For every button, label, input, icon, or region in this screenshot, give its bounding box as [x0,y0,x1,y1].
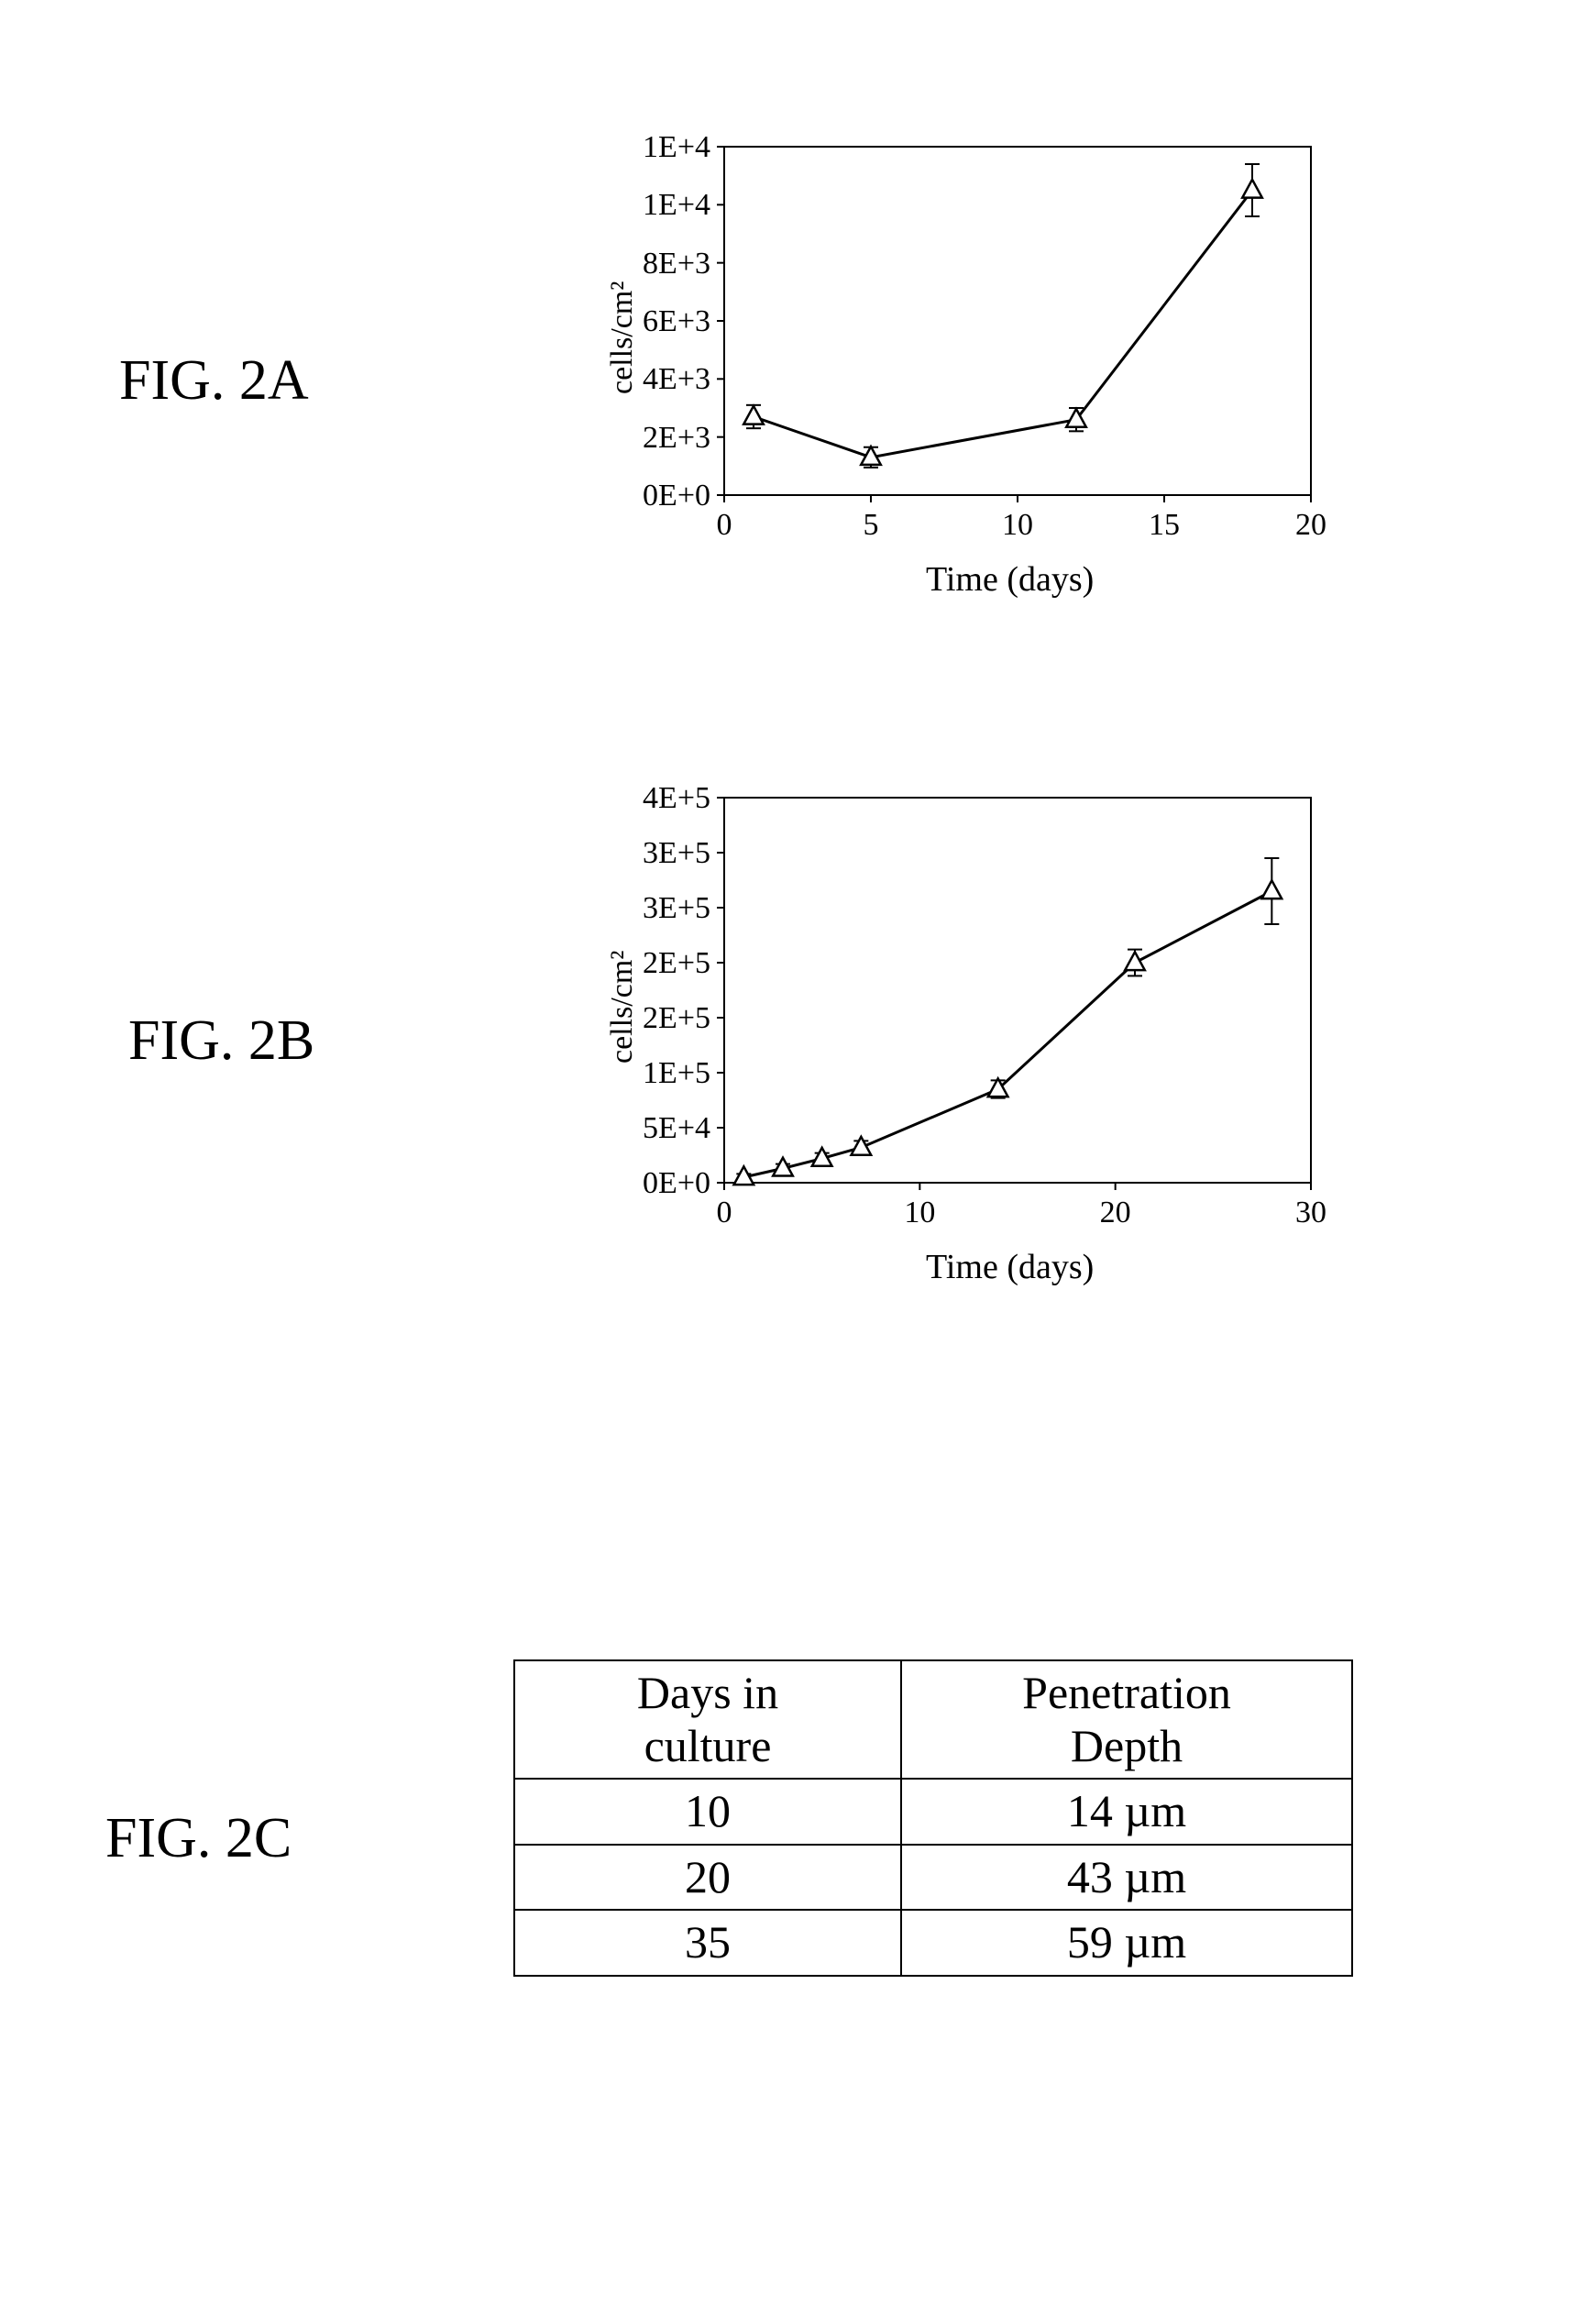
table-cell: 10 [514,1779,901,1845]
table-cell: 14 µm [901,1779,1352,1845]
table-row: 3559 µm [514,1910,1352,1976]
fig-2c-table: Days inculture PenetrationDepth 1014 µm2… [513,1659,1353,1977]
fig-2a-plot [587,128,1348,568]
page: FIG. 2A 0E+02E+34E+36E+38E+31E+41E+4 051… [0,0,1596,2304]
table-header-cell: PenetrationDepth [901,1660,1352,1779]
fig-2b-chart: 0E+05E+41E+52E+52E+53E+53E+54E+5 0102030… [587,779,1348,1320]
table-cell: 59 µm [901,1910,1352,1976]
table-row: 1014 µm [514,1779,1352,1845]
table-header-cell: Days inculture [514,1660,901,1779]
fig-2b-plot [587,779,1348,1256]
table-header-row: Days inculture PenetrationDepth [514,1660,1352,1779]
table-cell: 20 [514,1845,901,1911]
table-cell: 43 µm [901,1845,1352,1911]
fig-2c-label: FIG. 2C [105,1806,292,1871]
fig-2a-label: FIG. 2A [119,348,309,413]
table-row: 2043 µm [514,1845,1352,1911]
fig-2a-chart: 0E+02E+34E+36E+38E+31E+41E+4 05101520 ce… [587,128,1348,633]
table-cell: 35 [514,1910,901,1976]
fig-2b-label: FIG. 2B [128,1009,314,1074]
